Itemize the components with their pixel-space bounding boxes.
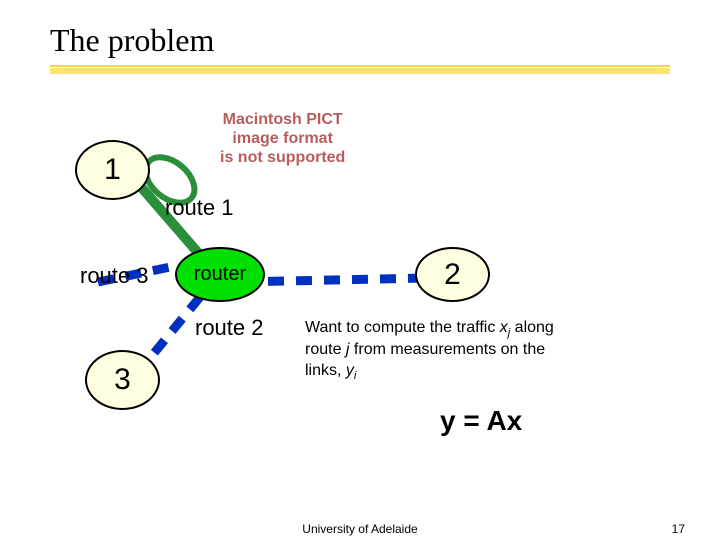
footer-uni: University of Adelaide [302,522,417,536]
edge-route2-right [240,278,425,282]
edge-route2-down [150,297,200,358]
desc-l3a: links, [305,362,346,379]
desc-l3b: y [346,362,354,379]
label-route3: route 3 [80,263,149,289]
label-route1: route 1 [165,195,234,221]
desc-l2a: route [305,341,346,358]
label-route2: route 2 [195,315,264,341]
desc-l3c: i [354,370,356,382]
node-router: router [175,247,265,302]
desc-l1a: Want to compute the traffic [305,319,500,336]
node-1-label: 1 [104,153,121,187]
desc-l2c: from measurements on the [349,341,545,358]
footer-page: 17 [672,522,685,536]
node-1: 1 [75,140,150,200]
desc-l1d: along [510,319,554,336]
node-3: 3 [85,350,160,410]
node-3-label: 3 [114,363,131,397]
node-router-label: router [194,263,246,286]
desc-l1b: x [500,319,508,336]
node-2-label: 2 [444,258,461,292]
node-2: 2 [415,247,490,302]
formula: y = Ax [440,405,522,437]
description: Want to compute the traffic xj along rou… [305,318,554,384]
